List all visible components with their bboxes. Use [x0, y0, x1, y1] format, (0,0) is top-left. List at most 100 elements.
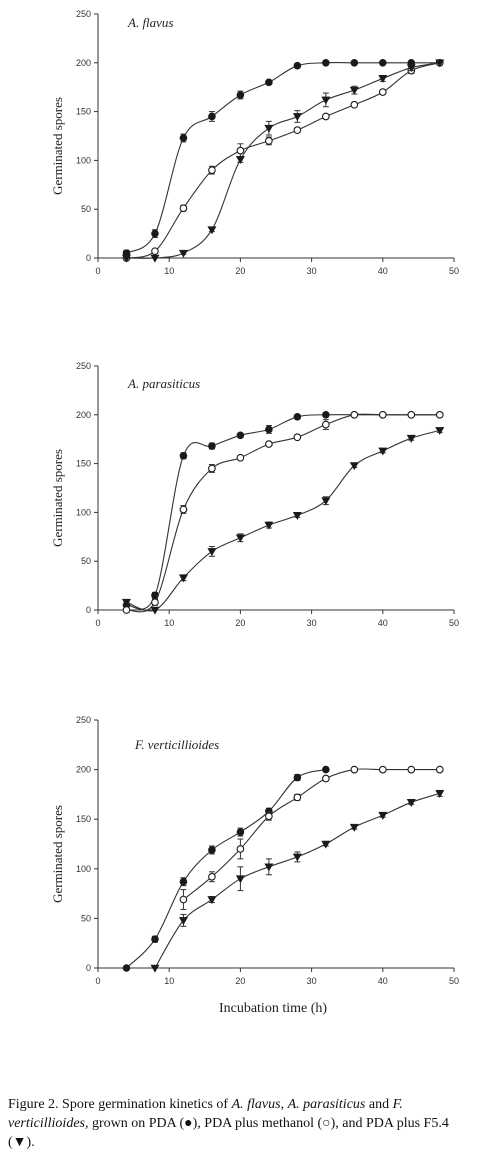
data-point-open-circle — [151, 247, 159, 256]
data-point-filled-triangle — [178, 917, 188, 925]
y-tick-label: 50 — [81, 913, 91, 923]
data-point-open-circle — [350, 765, 359, 774]
data-point-filled-triangle — [321, 840, 331, 849]
y-tick-label: 200 — [76, 410, 91, 420]
open-circle-symbol: ○ — [322, 1116, 331, 1131]
x-tick-label: 40 — [378, 618, 388, 628]
data-point-filled-triangle — [264, 124, 274, 133]
data-point-filled-circle — [208, 442, 216, 450]
data-point-filled-triangle — [406, 64, 416, 73]
data-point-filled-circle — [265, 78, 273, 87]
y-axis-label: Germinated spores — [50, 805, 65, 903]
data-point-open-circle — [321, 112, 330, 121]
data-point-filled-triangle — [150, 254, 160, 263]
x-tick-label: 40 — [378, 976, 388, 986]
data-point-open-circle — [435, 765, 444, 774]
data-point-filled-circle — [179, 451, 188, 460]
y-tick-label: 0 — [86, 605, 91, 615]
y-tick-label: 100 — [76, 507, 91, 517]
data-point-filled-circle — [379, 59, 387, 67]
caption-text-2: ), PDA plus methanol ( — [192, 1116, 323, 1131]
y-tick-label: 0 — [86, 963, 91, 973]
series-filled-triangle-down — [121, 59, 445, 263]
x-tick-label: 50 — [449, 976, 459, 986]
data-point-filled-circle — [293, 61, 302, 70]
data-point-filled-circle — [236, 91, 245, 99]
data-point-open-circle — [293, 126, 302, 134]
data-point-open-circle — [350, 410, 359, 419]
x-tick-label: 10 — [164, 976, 174, 986]
data-point-filled-triangle — [435, 790, 445, 799]
data-point-open-circle — [122, 606, 131, 614]
data-point-filled-triangle — [292, 113, 302, 122]
filled-triangle-symbol: ▼ — [12, 1135, 27, 1150]
data-point-open-circle — [350, 100, 359, 109]
series-open-circle — [179, 765, 444, 910]
panel-title: F. verticillioides — [134, 737, 219, 752]
data-point-filled-triangle — [406, 434, 416, 443]
data-point-filled-triangle — [378, 811, 388, 820]
x-tick-label: 0 — [95, 618, 100, 628]
data-point-open-circle — [179, 505, 188, 514]
caption-text-1: , grown on PDA ( — [84, 1116, 185, 1131]
data-point-filled-triangle — [235, 156, 245, 165]
x-tick-label: 50 — [449, 266, 459, 276]
data-point-filled-circle — [179, 134, 188, 142]
data-point-filled-circle — [122, 964, 131, 972]
series-filled-circle — [122, 765, 330, 972]
y-axis-label: Germinated spores — [50, 97, 65, 195]
data-point-open-circle — [179, 895, 188, 904]
y-tick-label: 50 — [81, 556, 91, 566]
data-point-open-circle — [236, 845, 245, 853]
data-point-filled-circle — [293, 412, 302, 421]
series-open-circle — [122, 58, 444, 262]
x-tick-label: 0 — [95, 266, 100, 276]
y-tick-label: 250 — [76, 715, 91, 725]
data-point-filled-triangle — [121, 254, 131, 263]
data-point-filled-circle — [322, 765, 330, 774]
x-tick-label: 10 — [164, 266, 174, 276]
y-tick-label: 0 — [86, 253, 91, 263]
series-open-circle — [122, 410, 444, 614]
data-point-open-circle — [378, 88, 387, 96]
x-tick-label: 50 — [449, 618, 459, 628]
caption-species-1: A. flavus — [231, 1097, 281, 1112]
caption-species-3: F. verticillioides — [8, 1097, 403, 1131]
y-tick-label: 250 — [76, 361, 91, 371]
data-point-filled-triangle — [235, 534, 245, 543]
data-point-filled-triangle — [292, 853, 302, 862]
y-tick-label: 50 — [81, 204, 91, 214]
data-point-open-circle — [151, 598, 159, 607]
y-tick-label: 100 — [76, 155, 91, 165]
data-point-filled-triangle — [121, 598, 131, 607]
data-point-filled-circle — [151, 935, 159, 944]
data-point-filled-circle — [322, 411, 330, 419]
caption-text-4: ). — [26, 1135, 35, 1150]
chart-panel-2: 0 50 100 150 200 250 0 10 20 30 40 50 Germinated spo… — [50, 361, 459, 628]
panel-title: A. flavus — [127, 15, 174, 30]
data-point-filled-triangle — [264, 521, 274, 530]
data-point-open-circle — [208, 166, 216, 175]
data-point-filled-circle — [236, 828, 245, 836]
caption-text-3: ), and PDA plus F5.4 ( — [8, 1116, 449, 1150]
x-tick-label: 10 — [164, 618, 174, 628]
data-point-open-circle — [293, 433, 302, 442]
data-point-filled-triangle — [349, 823, 359, 832]
data-point-filled-circle — [236, 431, 245, 440]
data-point-filled-circle — [350, 59, 359, 67]
data-point-filled-triangle — [150, 964, 160, 973]
chart-panel-1: 0 50 100 150 200 250 0 10 20 30 40 50 Germinated spo… — [50, 9, 459, 276]
data-point-filled-triangle — [321, 497, 331, 506]
series-filled-circle — [122, 59, 444, 257]
series-line — [126, 414, 440, 610]
y-tick-label: 150 — [76, 459, 91, 469]
data-point-open-circle — [265, 137, 273, 145]
series-line — [126, 413, 440, 613]
series-line — [154, 792, 440, 969]
caption-and: and — [365, 1097, 393, 1112]
data-point-open-circle — [321, 774, 330, 783]
x-tick-label: 20 — [235, 266, 245, 276]
data-point-open-circle — [407, 410, 416, 419]
data-point-open-circle — [435, 410, 444, 419]
